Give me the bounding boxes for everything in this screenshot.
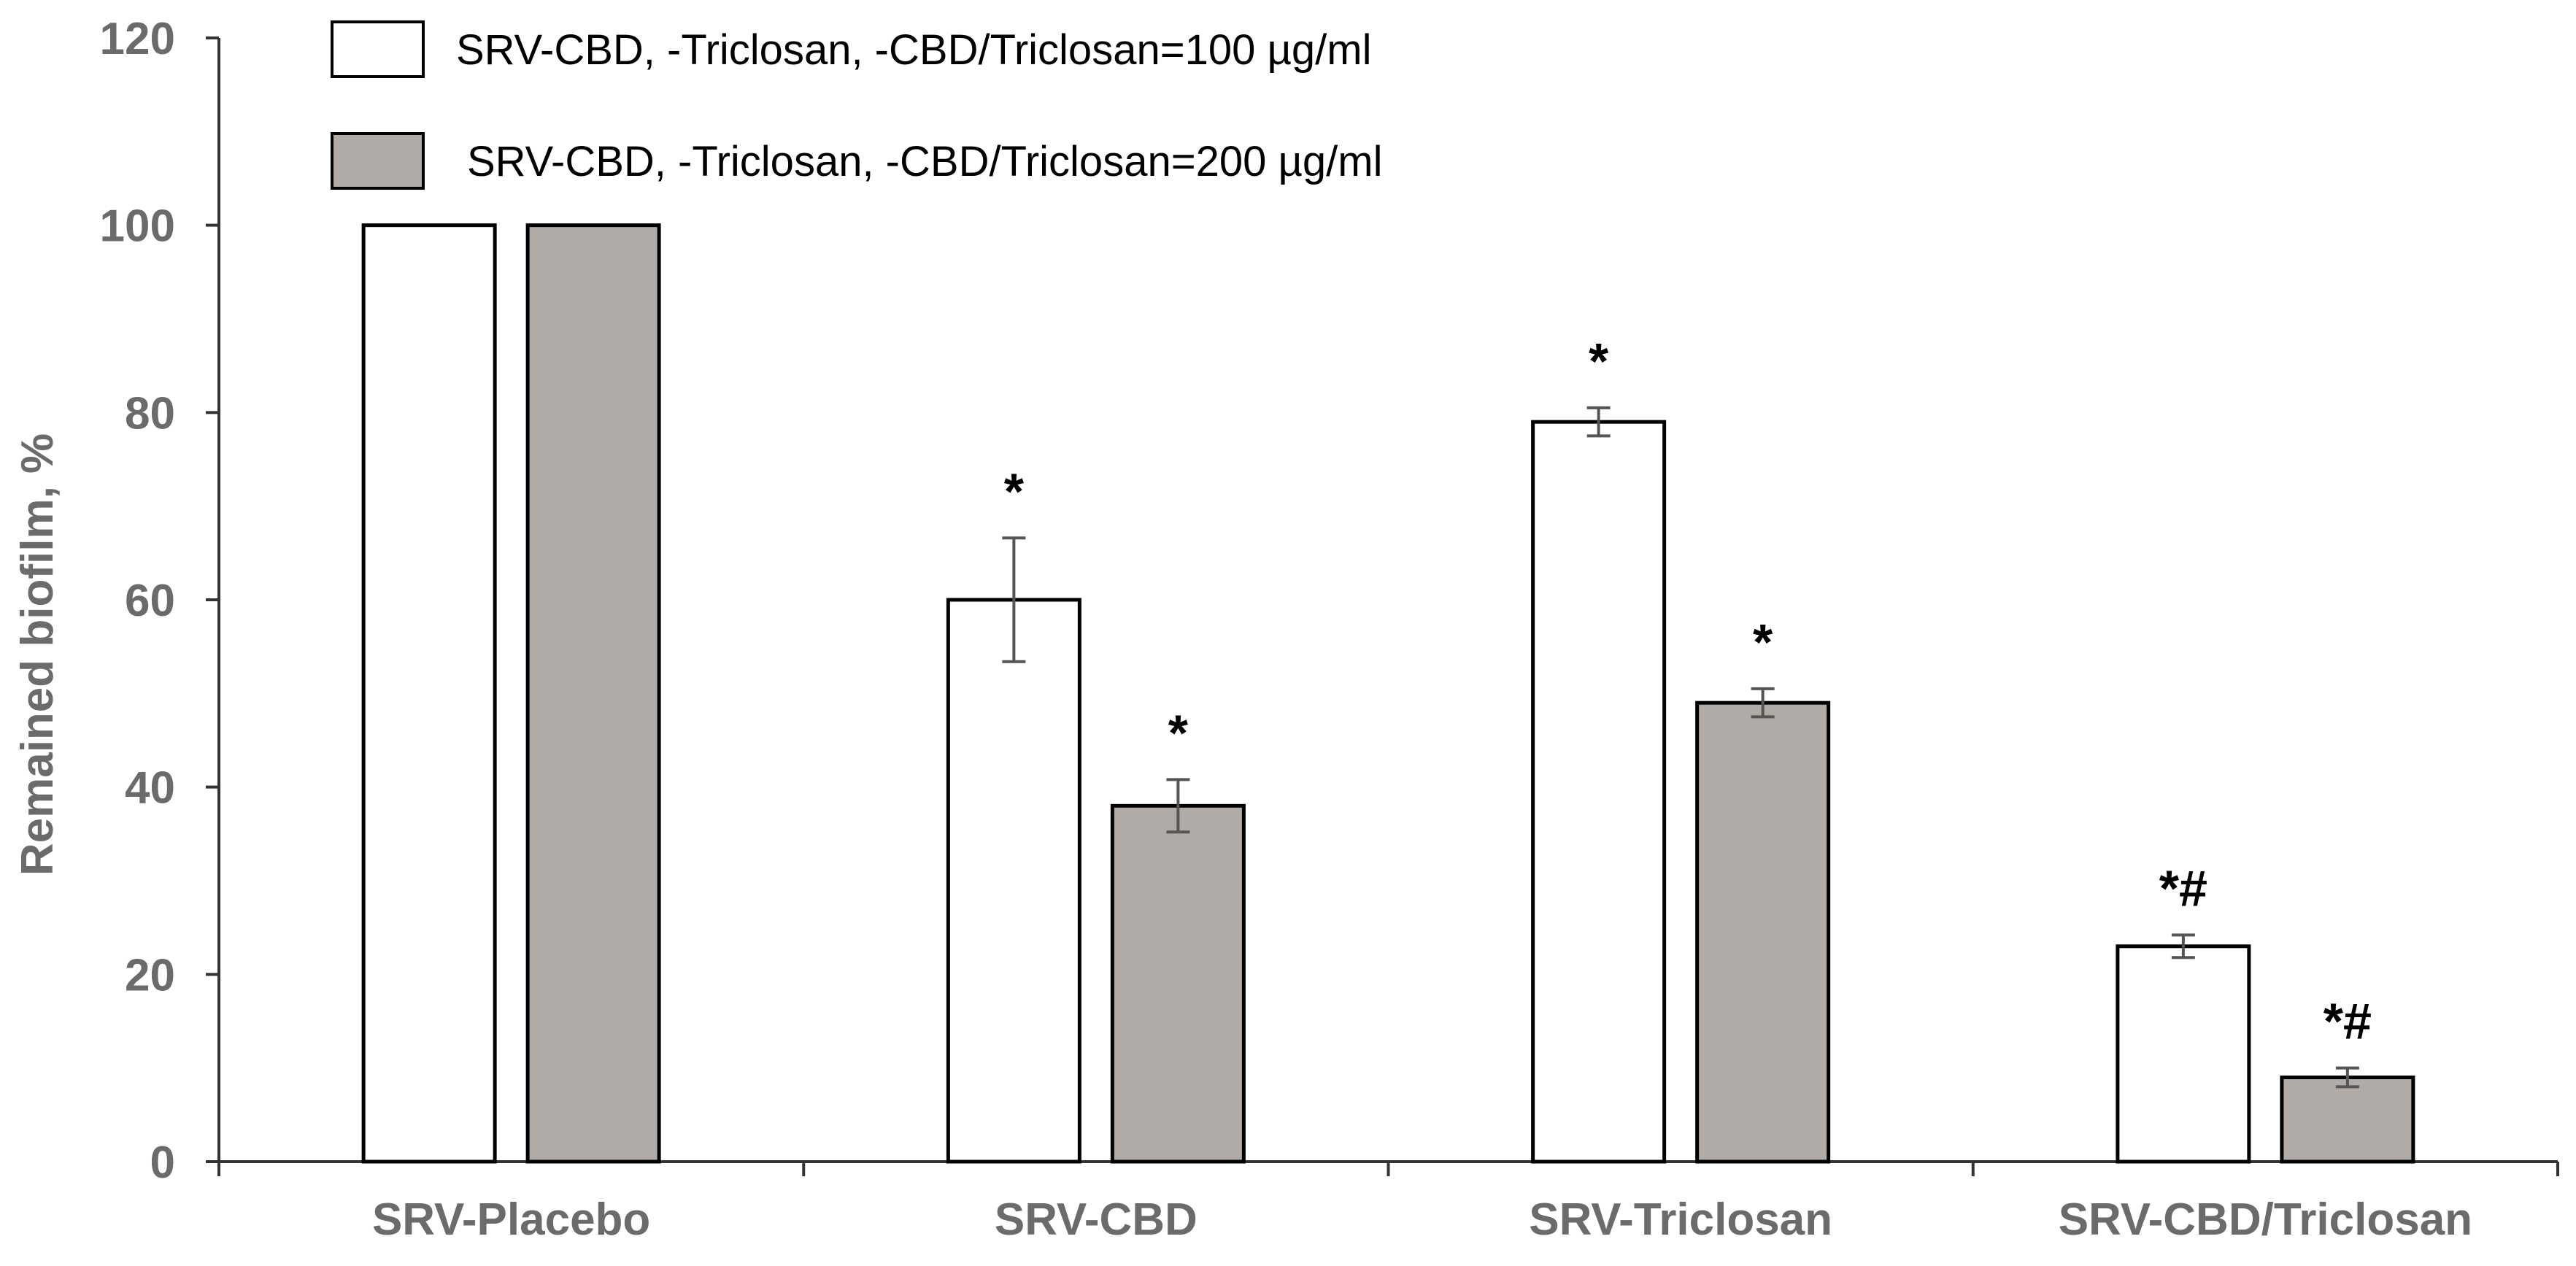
- chart-axes: 0 20 40 60 80 100 120 Remained biofilm, %: [12, 14, 2559, 1188]
- y-tick-label: 20: [125, 950, 175, 1000]
- y-tick-label: 80: [125, 388, 175, 439]
- bar: [2116, 944, 2251, 1164]
- chart-labels: SRV-Placebo SRV-CBD SRV-Triclosan SRV-CBD/T…: [372, 333, 2472, 1245]
- significance-marker: *: [1004, 463, 1025, 520]
- legend-label: SRV-CBD, -Triclosan, -CBD/Triclosan=100 …: [456, 26, 1371, 74]
- legend-label: SRV-CBD, -Triclosan, -CBD/Triclosan=200 …: [467, 138, 1382, 185]
- y-tick-label: 40: [125, 763, 175, 814]
- significance-marker: *: [1168, 704, 1189, 761]
- significance-marker: *: [1753, 614, 1773, 671]
- significance-marker: *: [1589, 333, 1609, 390]
- chart-legend: SRV-CBD, -Triclosan, -CBD/Triclosan=100 …: [331, 20, 1382, 190]
- y-tick-label: 0: [150, 1138, 175, 1188]
- bar: [1531, 420, 1667, 1164]
- x-category-label: SRV-CBD: [995, 1194, 1198, 1245]
- x-category-label: SRV-Triclosan: [1529, 1194, 1832, 1245]
- chart-bars: [361, 223, 2415, 1164]
- x-category-label: SRV-CBD/Triclosan: [2059, 1194, 2472, 1245]
- x-category-label: SRV-Placebo: [372, 1194, 650, 1245]
- legend-swatch: [331, 132, 425, 190]
- y-tick-label: 60: [125, 576, 175, 626]
- y-tick-label: 120: [100, 14, 175, 64]
- bar: [361, 223, 497, 1164]
- significance-marker: *#: [2324, 993, 2372, 1050]
- legend-swatch: [331, 20, 425, 78]
- y-tick-label: 100: [100, 201, 175, 252]
- bar: [2280, 1076, 2415, 1164]
- y-axis-title: Remained biofilm, %: [12, 433, 63, 876]
- bar: [1110, 803, 1246, 1164]
- bar: [946, 598, 1081, 1164]
- bar: [525, 223, 661, 1164]
- bar: [1695, 700, 1831, 1164]
- significance-marker: *#: [2159, 860, 2207, 916]
